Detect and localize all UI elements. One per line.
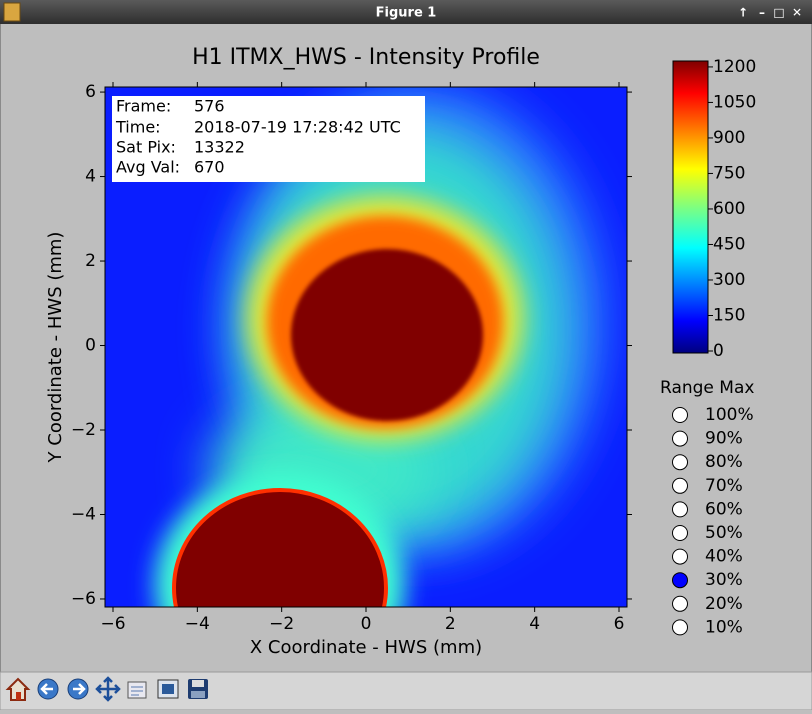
radio-title: Range Max bbox=[660, 378, 754, 398]
radio-label[interactable]: 30% bbox=[705, 570, 743, 590]
annotation-label: Time: bbox=[115, 118, 161, 137]
radio-label[interactable]: 90% bbox=[705, 429, 743, 449]
radio-button[interactable] bbox=[672, 454, 688, 471]
save-button[interactable] bbox=[188, 679, 208, 699]
radio-button[interactable] bbox=[672, 407, 688, 423]
colorbar-tick-label: 450 bbox=[713, 234, 745, 254]
forward-button[interactable] bbox=[67, 678, 89, 700]
x-tick-label: −6 bbox=[100, 614, 125, 634]
y-tick-label: −2 bbox=[71, 420, 96, 440]
radio-group: 100% 90% 80% 70% 60% 50% 40% 30% 20% 10% bbox=[672, 405, 754, 637]
colorbar bbox=[672, 60, 709, 354]
annotation-label: Sat Pix: bbox=[116, 138, 176, 157]
home-button[interactable] bbox=[5, 677, 31, 701]
annotation-value: 576 bbox=[194, 97, 225, 116]
colorbar-tick-label: 750 bbox=[713, 163, 745, 183]
radio-label[interactable]: 80% bbox=[705, 452, 743, 472]
colorbar-tick-label: 600 bbox=[713, 199, 745, 219]
radio-button[interactable] bbox=[672, 572, 688, 589]
x-tick-label: −4 bbox=[185, 614, 210, 634]
radio-button[interactable] bbox=[672, 477, 688, 494]
annotation-box bbox=[112, 96, 425, 182]
toolbar-buttons bbox=[5, 676, 208, 702]
window-button[interactable]: □ bbox=[773, 6, 784, 20]
annotation-label: Avg Val: bbox=[116, 158, 180, 177]
radio-button[interactable] bbox=[672, 501, 688, 518]
subplots-button[interactable] bbox=[157, 679, 179, 699]
annotation-label: Frame: bbox=[116, 97, 171, 116]
colorbar-tick-label: 1050 bbox=[713, 92, 756, 112]
y-tick-label: 6 bbox=[85, 82, 96, 102]
radio-button[interactable] bbox=[672, 525, 688, 541]
colorbar-tick-label: 0 bbox=[713, 341, 724, 361]
colorbar-tick-label: 150 bbox=[713, 305, 745, 325]
y-tick-label: 2 bbox=[85, 251, 96, 271]
colorbar-tick-label: 900 bbox=[713, 128, 745, 148]
title-bar bbox=[0, 0, 812, 24]
radio-label[interactable]: 50% bbox=[705, 523, 743, 543]
back-button[interactable] bbox=[37, 678, 59, 700]
annotation-value: 13322 bbox=[194, 138, 245, 157]
window-button[interactable]: – bbox=[759, 6, 765, 20]
pan-button[interactable] bbox=[95, 676, 121, 702]
window-title: Figure 1 bbox=[376, 6, 437, 21]
intensity-image bbox=[105, 87, 627, 607]
radio-button[interactable] bbox=[672, 619, 688, 636]
y-tick-label: −6 bbox=[71, 589, 96, 609]
radio-label[interactable]: 60% bbox=[705, 499, 743, 519]
toolbar bbox=[0, 671, 812, 711]
window-button[interactable]: ✕ bbox=[792, 6, 802, 20]
y-tick-label: −4 bbox=[71, 504, 96, 524]
radio-button[interactable] bbox=[672, 430, 688, 447]
app-icon bbox=[3, 2, 21, 22]
x-tick-label: 6 bbox=[614, 614, 625, 634]
chart-title: H1 ITMX_HWS - Intensity Profile bbox=[192, 45, 540, 70]
x-tick-label: −2 bbox=[269, 614, 294, 634]
x-axis-label: X Coordinate - HWS (mm) bbox=[250, 637, 482, 658]
colorbar-tick-label: 1200 bbox=[713, 57, 756, 77]
y-axis-label: Y Coordinate - HWS (mm) bbox=[45, 232, 66, 464]
radio-label[interactable]: 20% bbox=[705, 594, 743, 614]
annotation-value: 2018-07-19 17:28:42 UTC bbox=[194, 118, 401, 137]
y-tick-label: 0 bbox=[85, 336, 96, 356]
colorbar-tick-label: 300 bbox=[713, 270, 745, 290]
radio-label[interactable]: 70% bbox=[705, 476, 743, 496]
radio-label[interactable]: 10% bbox=[705, 617, 743, 637]
radio-label[interactable]: 100% bbox=[705, 405, 754, 425]
radio-button[interactable] bbox=[672, 595, 688, 612]
radio-button[interactable] bbox=[672, 548, 688, 565]
configure-button[interactable] bbox=[127, 681, 147, 699]
annotation-value: 670 bbox=[194, 158, 225, 177]
ticks: −6 −4 −2 0 2 4 6 −6 −4 −2 0 2 4 6 0 150 300 450 600 750 900 1… bbox=[71, 57, 756, 634]
x-tick-label: 4 bbox=[529, 614, 540, 634]
x-tick-label: 0 bbox=[361, 614, 372, 634]
y-tick-label: 4 bbox=[85, 167, 96, 187]
x-tick-label: 2 bbox=[445, 614, 456, 634]
radio-label[interactable]: 40% bbox=[705, 547, 743, 567]
window-button[interactable]: ↑ bbox=[738, 6, 748, 20]
